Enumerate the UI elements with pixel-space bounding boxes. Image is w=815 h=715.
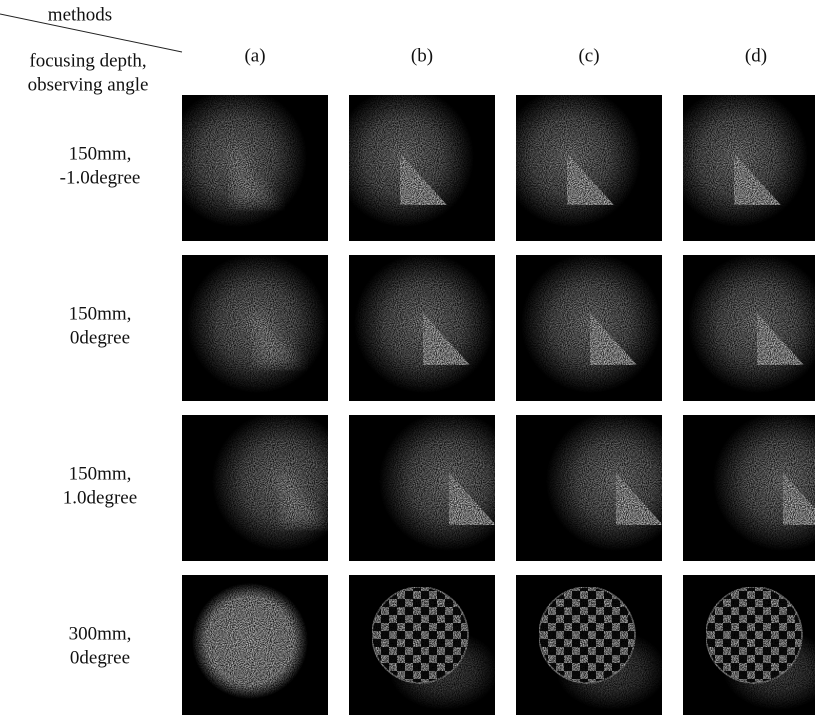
- column-label: (b): [411, 45, 433, 66]
- cell-content: [668, 87, 808, 227]
- sphere: [706, 587, 802, 683]
- cell-content: [521, 253, 661, 393]
- row-label: 0degree: [70, 327, 130, 348]
- grain-layer: [668, 87, 808, 227]
- row-label: 150mm,: [69, 463, 132, 484]
- grain-layer: [546, 411, 686, 551]
- figure: methods focusing depth, observing angle …: [0, 0, 815, 715]
- image-cell: [349, 575, 499, 715]
- image-cell: [182, 253, 328, 401]
- image-cell: [182, 575, 328, 715]
- sphere: [539, 587, 635, 683]
- grain-layer: [212, 411, 352, 551]
- image-cell: [683, 253, 815, 401]
- row-label: 300mm,: [69, 623, 132, 644]
- image-cell: [516, 253, 662, 401]
- image-cell: [683, 411, 815, 561]
- grain-layer: [521, 253, 661, 393]
- row-label: 150mm,: [69, 143, 132, 164]
- grain-layer: [354, 253, 494, 393]
- grain-layer: [187, 253, 327, 393]
- image-cell: [182, 411, 352, 561]
- light-disc: [192, 583, 308, 699]
- image-cell: [334, 87, 495, 241]
- row-label: -1.0degree: [60, 167, 141, 188]
- cell-content: [334, 87, 474, 227]
- light-blob: [668, 87, 808, 227]
- sphere: [372, 587, 468, 683]
- header-top: methods: [48, 4, 112, 25]
- image-cell: [516, 575, 666, 715]
- image-cell: [349, 253, 495, 401]
- grain-layer: [167, 87, 307, 227]
- light-blob: [334, 87, 474, 227]
- image-cell: [501, 87, 662, 241]
- cell-content: [379, 411, 519, 551]
- cell-content: [167, 87, 307, 227]
- grain-layer: [379, 411, 519, 551]
- cell-content: [546, 411, 686, 551]
- light-blob: [167, 87, 307, 227]
- grain-layer: [334, 87, 474, 227]
- cell-content: [354, 253, 494, 393]
- column-label: (d): [745, 45, 767, 66]
- header-bottom: observing angle: [28, 74, 149, 95]
- column-label: (c): [578, 45, 599, 66]
- column-label: (a): [244, 45, 265, 66]
- cell-content: [212, 411, 352, 551]
- image-cell: [167, 87, 328, 241]
- cell-content: [501, 87, 641, 227]
- image-cell: [516, 411, 686, 561]
- image-cell: [668, 87, 815, 241]
- cell-content: [192, 583, 308, 699]
- row-label: 0degree: [70, 647, 130, 668]
- image-cell: [349, 411, 519, 561]
- row-label: 150mm,: [69, 303, 132, 324]
- header-bottom: focusing depth,: [29, 50, 146, 71]
- row-label: 1.0degree: [63, 487, 137, 508]
- grain-layer: [501, 87, 641, 227]
- image-cell: [683, 575, 815, 715]
- light-blob: [501, 87, 641, 227]
- cell-content: [187, 253, 327, 393]
- grain-layer: [192, 583, 308, 699]
